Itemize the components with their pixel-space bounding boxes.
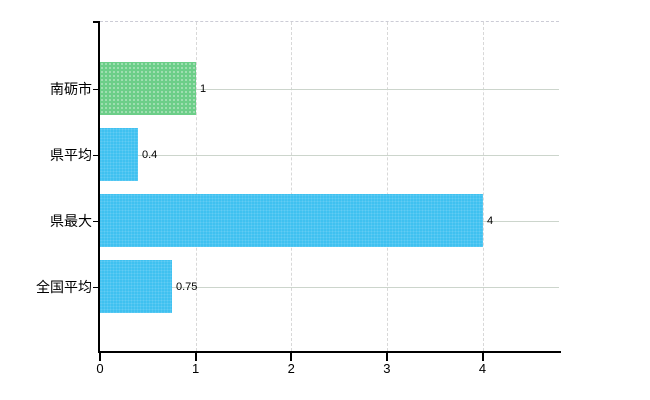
- y-axis-top-tick: [93, 21, 100, 23]
- y-axis-tick: [93, 154, 100, 156]
- gridline-vertical: [386, 22, 388, 351]
- gridline-vertical: [482, 22, 484, 351]
- gridline-vertical: [291, 22, 293, 351]
- x-axis-tick: [385, 351, 388, 361]
- category-label: 全国平均: [36, 278, 92, 295]
- bar-value-label: 0.4: [142, 148, 158, 161]
- x-axis-tick: [99, 351, 101, 361]
- category-label: 南砺市: [50, 80, 92, 97]
- x-tick-label: 4: [478, 361, 487, 376]
- x-axis-tick: [481, 351, 484, 361]
- x-tick-label: 3: [383, 361, 391, 376]
- x-axis-tick: [194, 351, 197, 361]
- gridline-vertical: [195, 22, 197, 351]
- bar-value-label: 4: [487, 214, 494, 227]
- category-label: 県最大: [50, 212, 92, 229]
- gridline-horizontal: [100, 88, 559, 90]
- x-axis: [98, 351, 561, 353]
- bar-3: [100, 194, 483, 247]
- bar-2: [100, 128, 138, 181]
- gridline-horizontal: [100, 154, 559, 156]
- y-axis: [98, 21, 100, 353]
- x-tick-label: 2: [287, 361, 295, 376]
- x-tick-label: 0: [96, 361, 104, 376]
- y-axis-tick: [93, 286, 100, 288]
- gridline-horizontal: [100, 286, 559, 288]
- plot-top-border: [100, 21, 559, 22]
- bar-value-label: 0.75: [176, 280, 198, 293]
- bar-1: [100, 62, 196, 115]
- x-tick-label: 1: [192, 361, 200, 376]
- bar-value-label: 1: [200, 82, 207, 95]
- y-axis-tick: [93, 88, 100, 90]
- y-axis-tick: [93, 220, 100, 222]
- bar-4: [100, 260, 172, 313]
- category-label: 県平均: [50, 146, 92, 163]
- x-axis-tick: [290, 351, 293, 361]
